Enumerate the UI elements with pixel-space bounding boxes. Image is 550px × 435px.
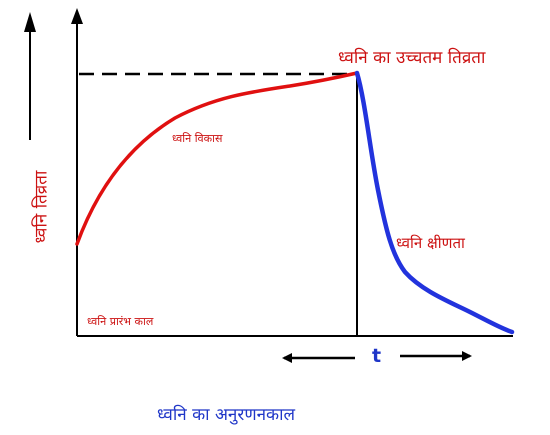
decay-label: ध्वनि क्षीणता [396,234,465,252]
time-label: t [372,345,382,367]
start-label: ध्वनि प्रारंभ काल [87,315,154,328]
intensity-arrowhead [24,12,36,32]
peak-label: ध्वनि का उच्चतम तिव्रता [338,48,486,68]
growth-label: ध्वनि विकास [172,132,223,145]
decay-curve [354,70,515,335]
growth-curve [75,71,359,246]
diagram-caption: ध्वनि का अनुरणनकाल [157,405,296,425]
y-axis-arrowhead [71,8,83,24]
y-axis-label: ध्वनि तिव्रता [31,170,52,244]
